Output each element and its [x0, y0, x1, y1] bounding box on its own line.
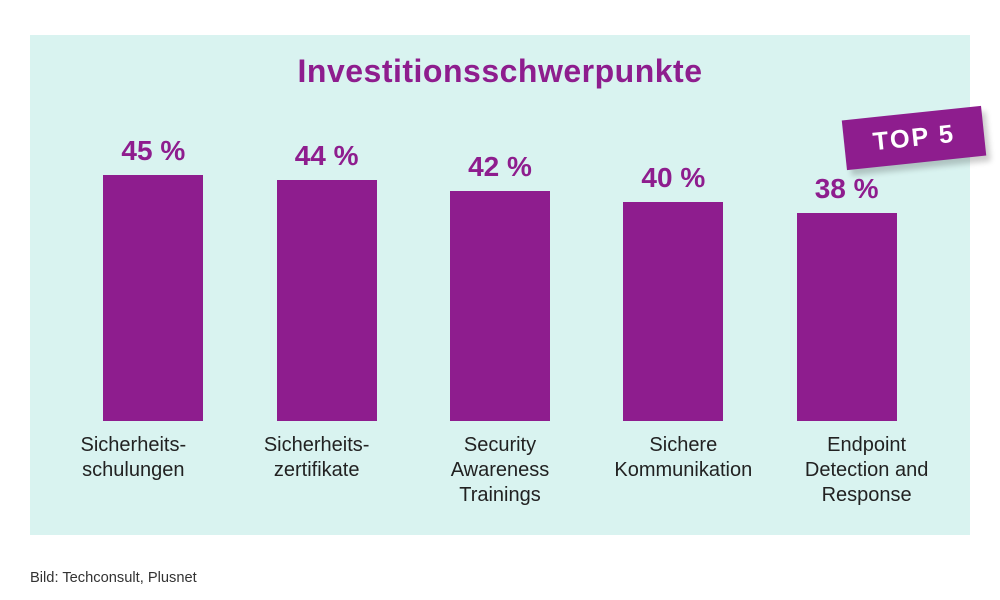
bar-slot: 45 %: [103, 131, 203, 421]
bar-category-label: Sichere Kommunikation: [603, 433, 763, 508]
bar-rect: [103, 175, 203, 421]
bar-value-label: 45 %: [121, 135, 185, 167]
bar-slot: 40 %: [623, 131, 723, 421]
bar-slot: 38 %: [797, 131, 897, 421]
bar-rect: [277, 180, 377, 421]
bar-slot: 44 %: [277, 131, 377, 421]
bar-value-label: 40 %: [641, 162, 705, 194]
bar-category-label: Endpoint Detection and Response: [787, 433, 947, 508]
bar-rect: [450, 191, 550, 421]
bar-value-label: 44 %: [295, 140, 359, 172]
chart-panel: Investitionsschwerpunkte TOP 5 45 %44 %4…: [30, 35, 970, 535]
bar-category-label: Sicherheits- zertifikate: [237, 433, 397, 508]
chart-title: Investitionsschwerpunkte: [30, 53, 970, 90]
page: Investitionsschwerpunkte TOP 5 45 %44 %4…: [0, 0, 1000, 600]
bar-category-label: Security Awareness Trainings: [420, 433, 580, 508]
labels-row: Sicherheits- schulungen Sicherheits- zert…: [30, 433, 970, 508]
bar-slot: 42 %: [450, 131, 550, 421]
bar-rect: [797, 213, 897, 421]
bar-rect: [623, 202, 723, 421]
bar-value-label: 38 %: [815, 173, 879, 205]
bar-value-label: 42 %: [468, 151, 532, 183]
bars-row: 45 % 44 % 42 % 40 % 38 %: [30, 131, 970, 421]
image-source-caption: Bild: Techconsult, Plusnet: [30, 570, 197, 586]
bar-category-label: Sicherheits- schulungen: [53, 433, 213, 508]
